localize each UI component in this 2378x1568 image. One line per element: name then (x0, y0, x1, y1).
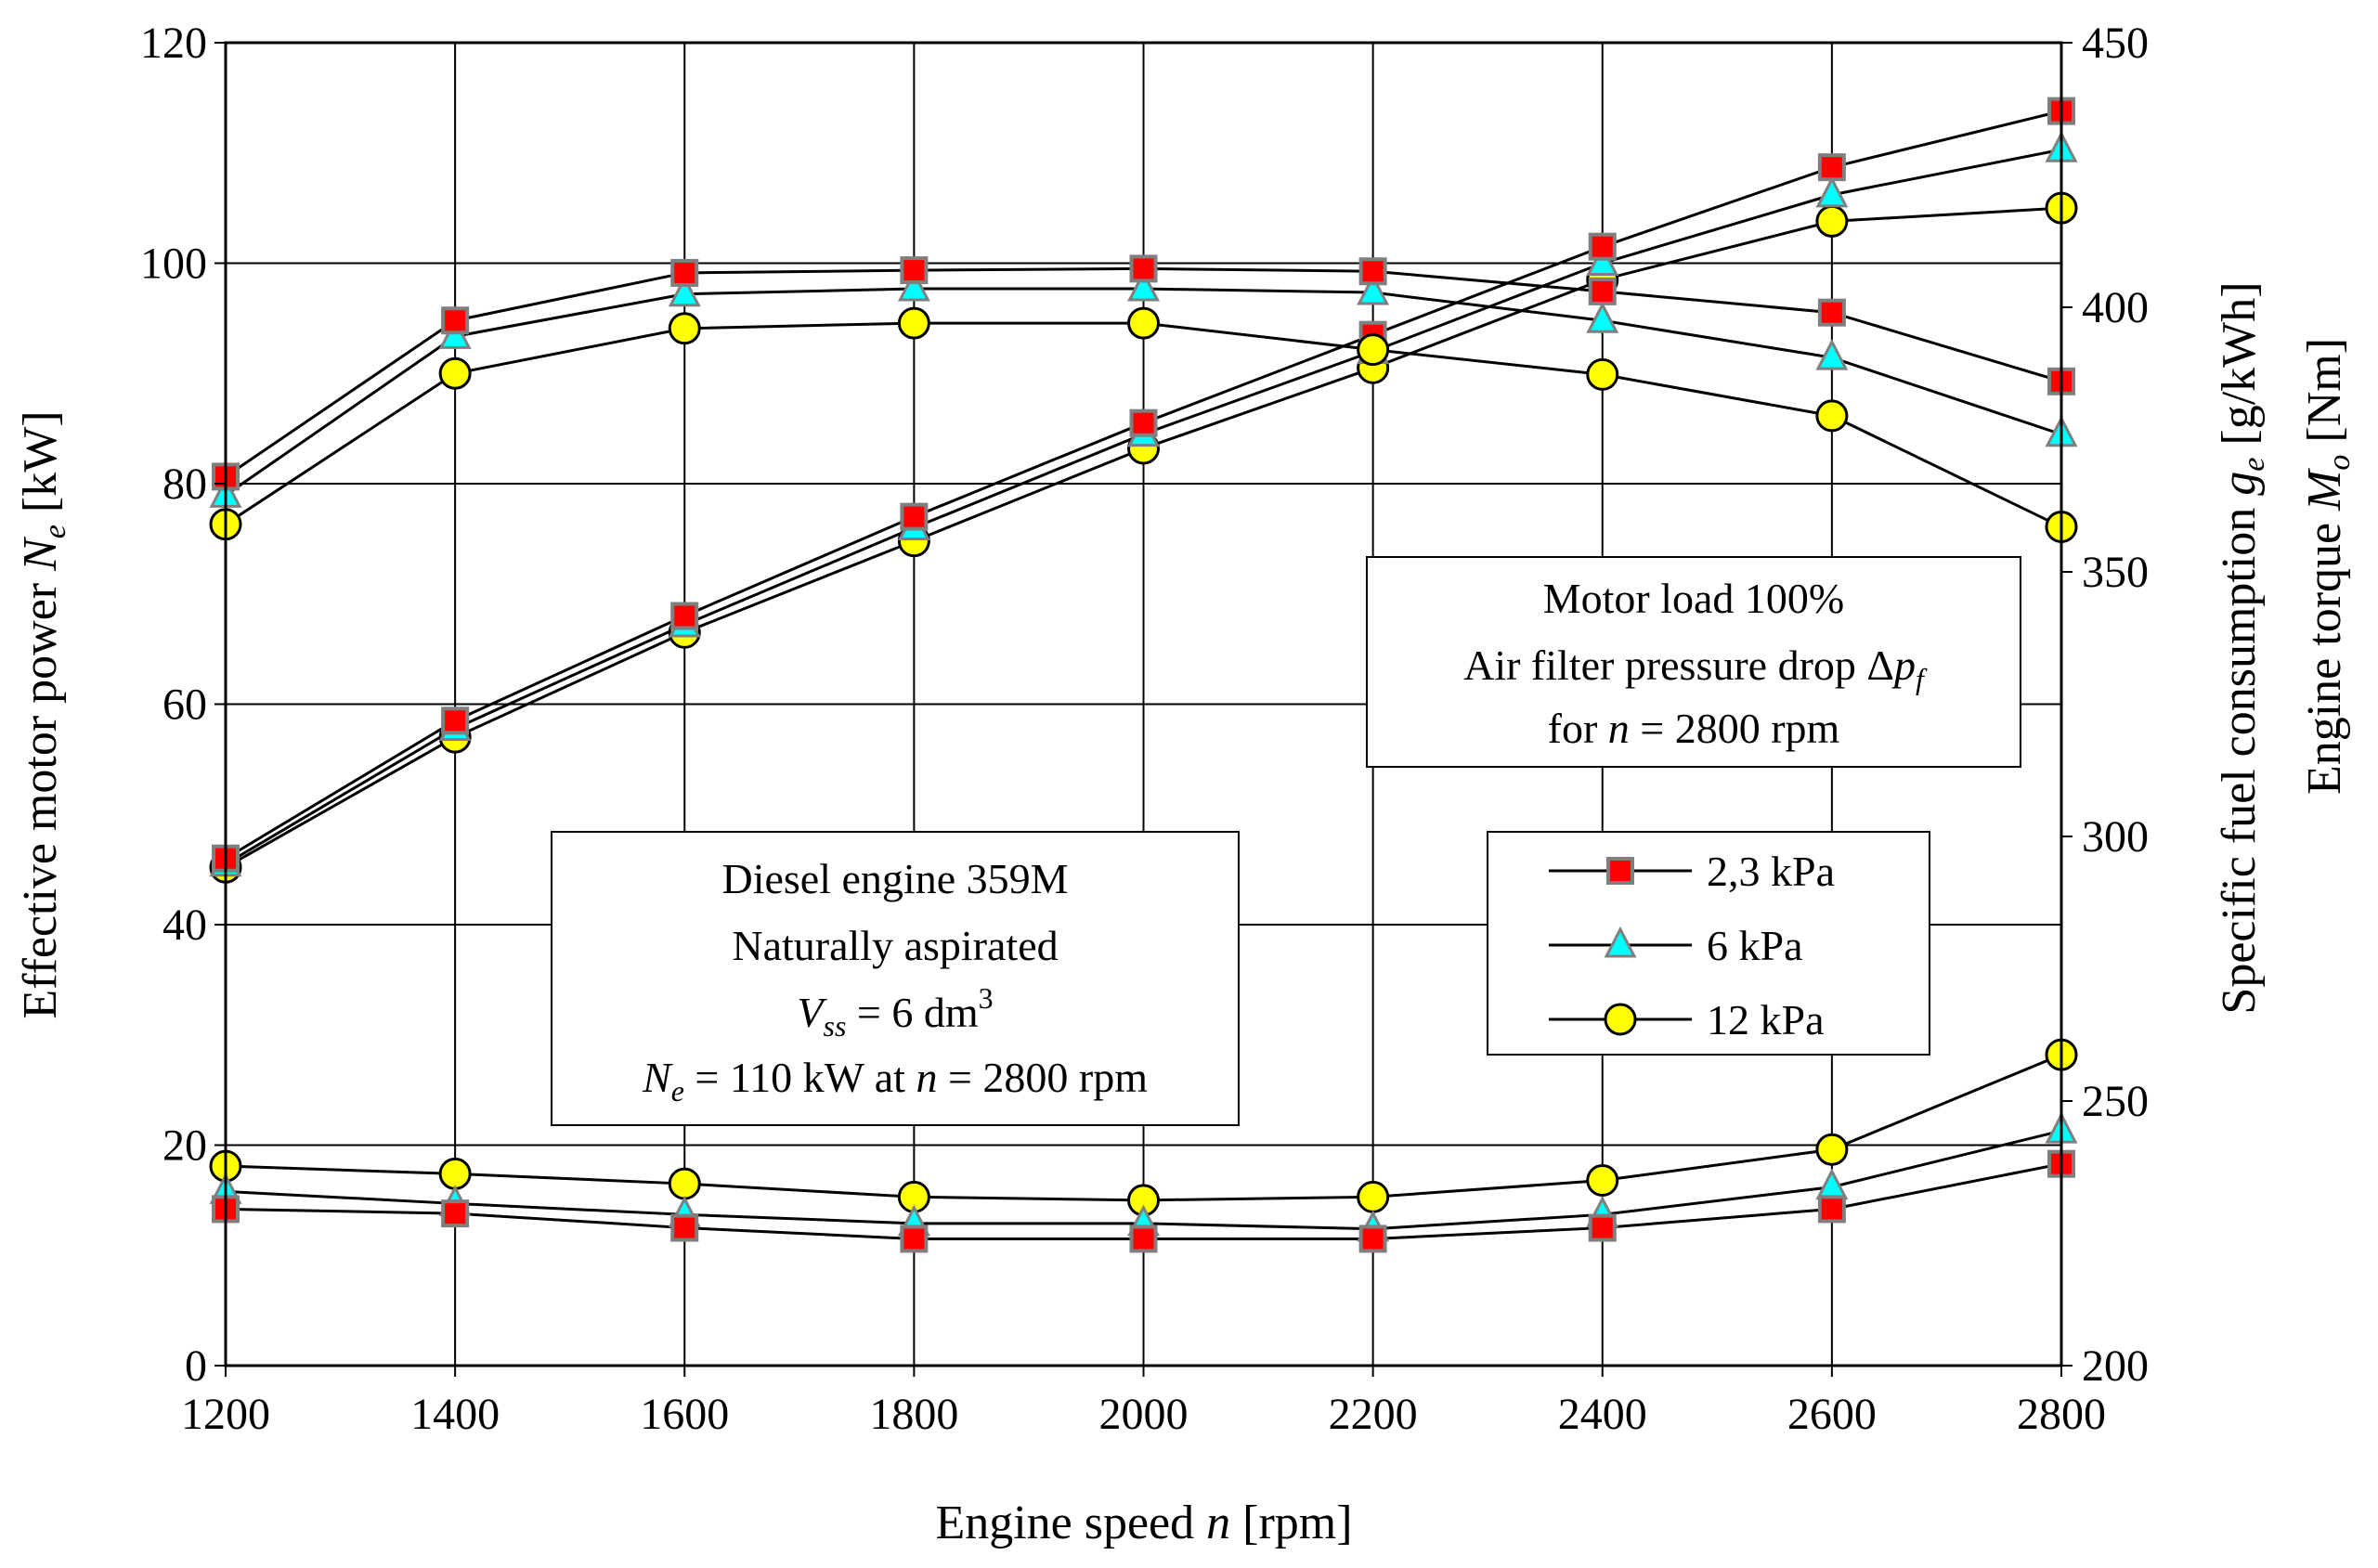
legend: 2,3 kPa 6 kPa 12 kPa (1487, 831, 1930, 1056)
data-point-1-6-kpa-1600 (668, 275, 701, 307)
data-point-1-6-kpa-1800 (897, 269, 930, 302)
data-point-1-12-kpa-2000 (1127, 306, 1160, 340)
legend-item-2-3-kpa: 2,3 kPa (1549, 848, 1835, 895)
data-point-1-2-3-kpa-1800 (900, 256, 929, 285)
annotation-load-line2: Air filter pressure drop Δpf (1463, 641, 1928, 695)
data-point-1-6-kpa-2600 (1815, 338, 1849, 370)
data-point-2-2-3-kpa-2400 (1588, 1213, 1617, 1242)
data-point-1-6-kpa-2400 (1586, 301, 1619, 333)
legend-marker-2-3-kpa (1606, 857, 1634, 885)
data-point-0-6-kpa-2400 (1586, 244, 1619, 276)
data-point-0-2-3-kpa-2400 (1588, 232, 1617, 261)
x-tick-label-2600: 2600 (1787, 1390, 1877, 1439)
data-point-2-2-3-kpa-1400 (441, 1199, 470, 1228)
data-point-2-12-kpa-1600 (668, 1167, 701, 1200)
data-point-2-12-kpa-2600 (1815, 1133, 1849, 1166)
data-point-1-12-kpa-1400 (438, 356, 472, 390)
data-point-2-2-3-kpa-1800 (900, 1225, 929, 1253)
series-group-0 (209, 97, 2078, 884)
data-point-0-6-kpa-2600 (1815, 175, 1849, 208)
y-right-tick-label-450: 450 (2082, 19, 2149, 68)
data-point-2-2-3-kpa-2000 (1129, 1225, 1158, 1253)
data-point-1-12-kpa-2200 (1357, 333, 1390, 367)
legend-label-2-3-kpa: 2,3 kPa (1707, 848, 1835, 895)
y-right-tick-label-350: 350 (2082, 548, 2149, 597)
data-point-2-2-3-kpa-2600 (1817, 1195, 1846, 1224)
annotation-engine: Diesel engine 359M Naturally aspirated V… (551, 831, 1240, 1126)
data-point-1-2-3-kpa-2600 (1817, 298, 1846, 327)
data-point-1-12-kpa-1600 (668, 312, 701, 345)
y-left-tick-label-0: 0 (185, 1341, 207, 1391)
x-tick-label-1200: 1200 (181, 1390, 270, 1439)
data-point-2-12-kpa-1400 (438, 1157, 472, 1190)
y-right-tick-label-400: 400 (2082, 283, 2149, 332)
x-tick-label-1800: 1800 (869, 1390, 958, 1439)
y-right-tick-label-300: 300 (2082, 812, 2149, 862)
y-left-tick-label-120: 120 (140, 19, 207, 68)
x-tick-label-1600: 1600 (640, 1390, 729, 1439)
data-point-2-2-3-kpa-1600 (670, 1213, 699, 1242)
annotation-engine-line4: Ne = 110 kW at n = 2800 rpm (642, 1054, 1148, 1108)
data-point-1-2-3-kpa-2200 (1358, 257, 1387, 286)
x-tick-label-1400: 1400 (410, 1390, 500, 1439)
annotation-load-line1: Motor load 100% (1543, 575, 1845, 622)
x-tick-label-2000: 2000 (1099, 1390, 1189, 1439)
data-point-0-2-3-kpa-1400 (441, 706, 470, 735)
data-point-1-2-3-kpa-1600 (670, 258, 699, 287)
data-point-1-2-3-kpa-2000 (1129, 254, 1158, 283)
data-point-1-6-kpa-2000 (1127, 269, 1160, 302)
y-right-tick-label-200: 200 (2082, 1341, 2149, 1391)
tick-labels: 1200 1400 1600 1800 2000 2200 2400 2600 2800 0 20 4… (140, 19, 2149, 1439)
series-group-2 (209, 1038, 2078, 1253)
legend-marker-6-kpa (1604, 926, 1637, 958)
legend-label-6-kpa: 6 kPa (1707, 922, 1803, 969)
data-point-1-6-kpa-2200 (1357, 273, 1390, 305)
y-right-tick-label-250: 250 (2082, 1077, 2149, 1126)
data-point-0-2-3-kpa-2600 (1817, 153, 1846, 182)
data-point-2-12-kpa-2200 (1357, 1180, 1390, 1213)
annotation-engine-line2: Naturally aspirated (732, 922, 1058, 969)
legend-label-12-kpa: 12 kPa (1707, 996, 1825, 1043)
x-tick-label-2400: 2400 (1558, 1390, 1647, 1439)
annotation-motor-load: Motor load 100% Air filter pressure drop… (1366, 556, 2021, 768)
y-right-axis-title-torque: Engine torque Mo [Nm] (2298, 338, 2357, 795)
y-left-tick-label-100: 100 (140, 240, 207, 289)
y-left-axis-title: Effective motor power Ne [kW] (14, 410, 72, 1018)
annotation-engine-line1: Diesel engine 359M (721, 855, 1068, 902)
data-point-0-12-kpa-2600 (1815, 204, 1849, 238)
y-left-tick-label-20: 20 (162, 1121, 207, 1171)
data-point-2-2-3-kpa-2200 (1358, 1225, 1387, 1253)
data-point-1-2-3-kpa-2400 (1588, 277, 1617, 305)
annotation-engine-line3: Vss = 6 dm3 (797, 981, 993, 1043)
y-left-tick-label-60: 60 (162, 680, 207, 730)
data-point-1-12-kpa-2600 (1815, 399, 1849, 433)
data-point-2-12-kpa-2400 (1586, 1164, 1619, 1197)
y-left-tick-label-40: 40 (162, 901, 207, 950)
data-point-1-12-kpa-1800 (897, 306, 930, 340)
x-axis-title: Engine speed n [rpm] (935, 1497, 1352, 1549)
data-point-1-2-3-kpa-1400 (441, 306, 470, 335)
series-group-1 (209, 254, 2078, 544)
annotation-load-line3: for n = 2800 rpm (1548, 705, 1840, 752)
series-layer (209, 97, 2078, 1253)
legend-marker-12-kpa (1604, 1003, 1637, 1036)
legend-item-12-kpa: 12 kPa (1549, 996, 1825, 1043)
data-point-1-12-kpa-2400 (1586, 357, 1619, 391)
x-tick-label-2200: 2200 (1329, 1390, 1418, 1439)
data-point-0-2-3-kpa-2000 (1129, 408, 1158, 437)
legend-item-6-kpa: 6 kPa (1549, 922, 1803, 969)
data-point-0-2-3-kpa-1600 (670, 602, 699, 630)
x-tick-label-2800: 2800 (2017, 1390, 2106, 1439)
y-left-tick-label-80: 80 (162, 460, 207, 509)
y-right-axis-title-fuel: Specific fuel consumption ge [g/kWh] (2213, 281, 2271, 1014)
data-point-0-2-3-kpa-1800 (900, 502, 929, 531)
